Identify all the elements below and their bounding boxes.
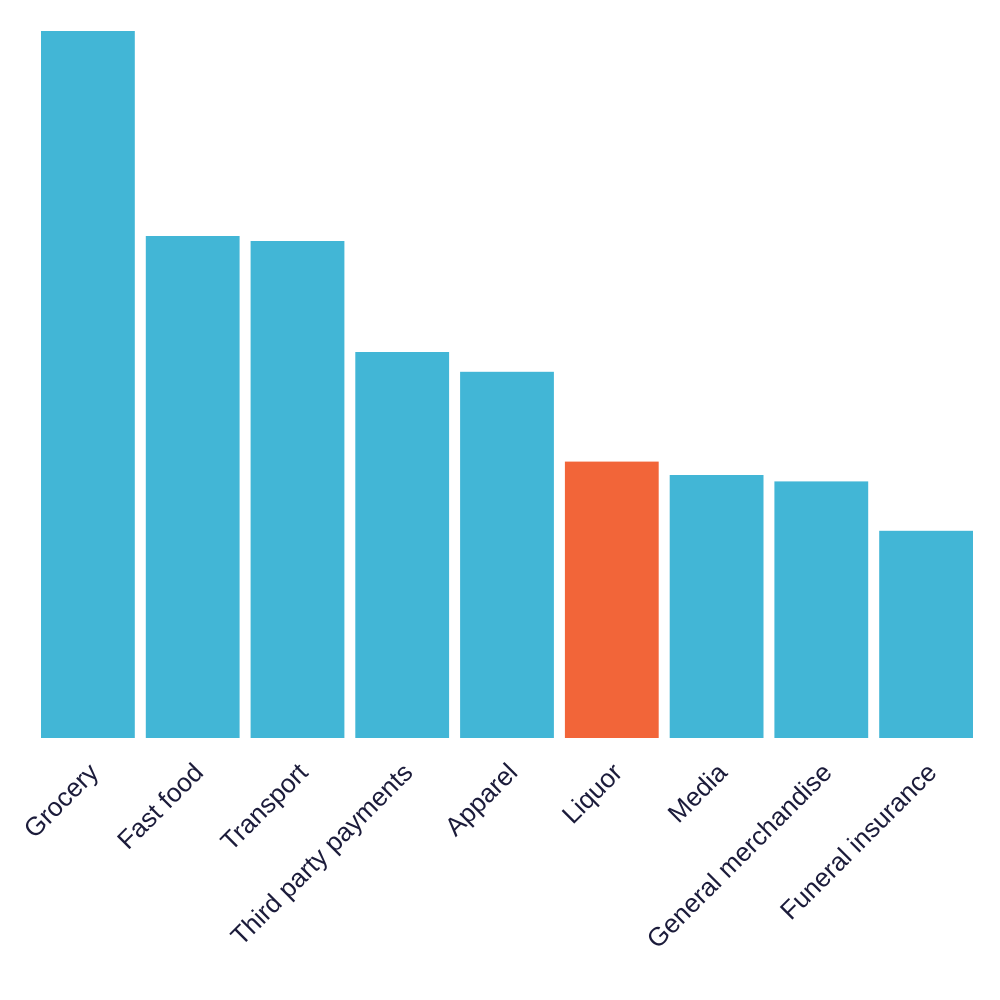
x-tick-label: Grocery xyxy=(18,757,105,844)
x-tick-label: Transport xyxy=(214,756,314,856)
x-tick-label: Media xyxy=(662,757,734,829)
bar-general-merchandise xyxy=(774,481,869,738)
x-tick-label: Fast food xyxy=(111,757,209,855)
x-tick-label: Apparel xyxy=(439,757,524,842)
bar-media xyxy=(669,475,764,738)
bar-funeral-insurance xyxy=(879,530,973,738)
x-tick-label: Liquor xyxy=(556,757,629,830)
x-tick-label: Third party payments xyxy=(225,757,419,951)
bar-apparel xyxy=(460,371,554,738)
bar-transport xyxy=(250,241,345,738)
bars-group xyxy=(41,31,973,738)
bar-grocery xyxy=(41,31,135,738)
bar-liquor xyxy=(564,461,659,738)
bar-fast-food xyxy=(145,236,240,738)
bar-third-party-payments xyxy=(355,352,450,738)
x-tick-label: General merchandise xyxy=(641,757,838,954)
